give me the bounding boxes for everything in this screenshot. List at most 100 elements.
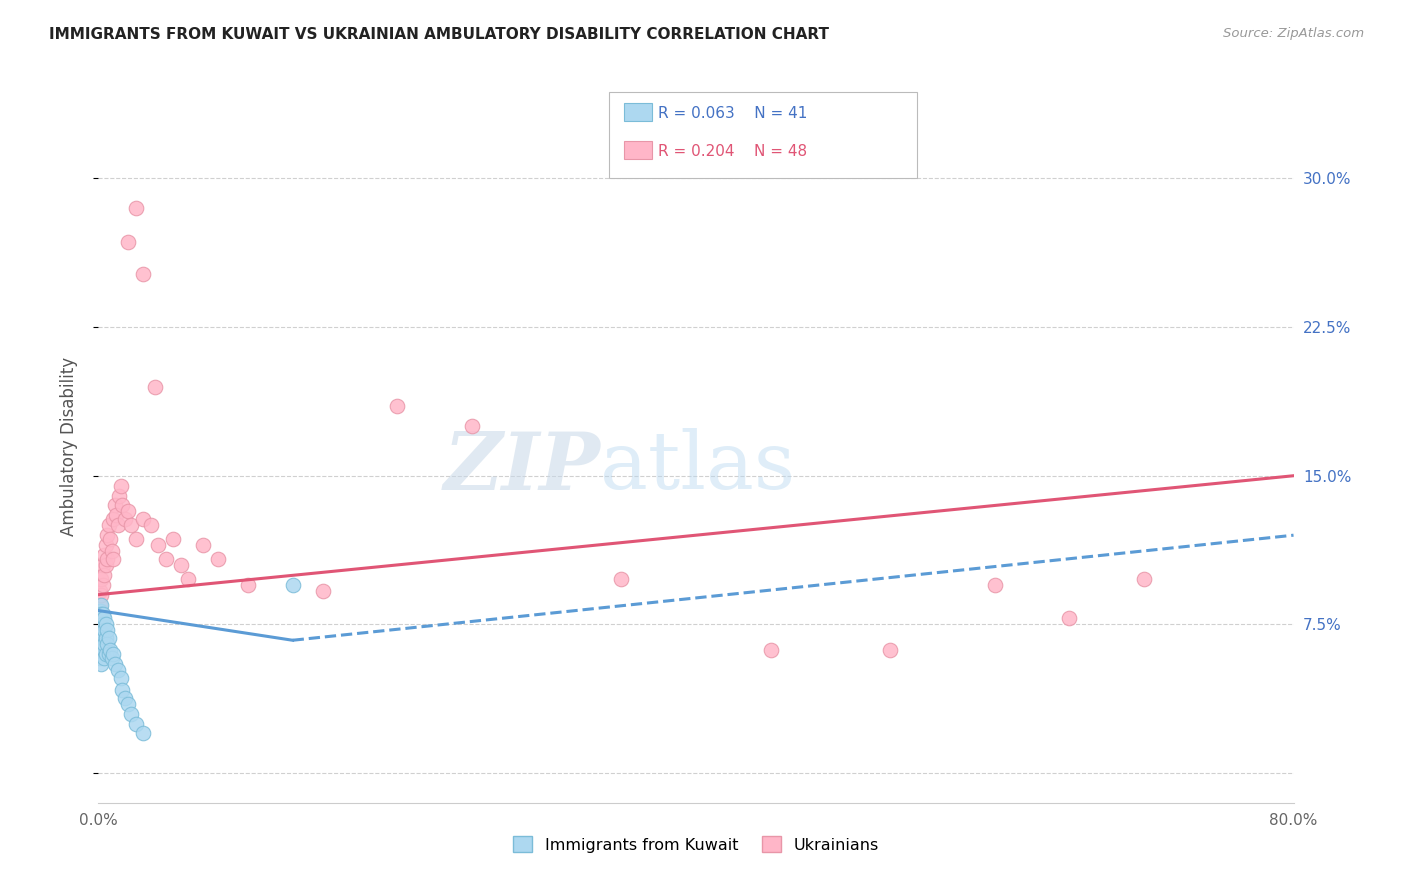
Point bbox=[104, 499, 127, 513]
Point bbox=[110, 478, 132, 492]
Point bbox=[1133, 572, 1156, 586]
Point bbox=[96, 528, 118, 542]
Point bbox=[125, 532, 148, 546]
Point bbox=[90, 588, 112, 602]
Point bbox=[236, 578, 259, 592]
Point bbox=[311, 583, 333, 598]
Point bbox=[461, 419, 484, 434]
Point bbox=[89, 632, 111, 646]
Text: ZIP: ZIP bbox=[443, 429, 600, 506]
Point bbox=[89, 611, 111, 625]
Point bbox=[148, 538, 170, 552]
Point bbox=[104, 657, 127, 671]
Point bbox=[96, 637, 118, 651]
Point bbox=[98, 532, 122, 546]
Point bbox=[90, 627, 112, 641]
Point bbox=[94, 632, 117, 646]
Point bbox=[1059, 611, 1081, 625]
Point bbox=[89, 598, 111, 612]
Point bbox=[207, 552, 229, 566]
Point bbox=[96, 624, 118, 638]
Point bbox=[108, 489, 131, 503]
Point bbox=[90, 657, 112, 671]
Point bbox=[91, 617, 114, 632]
Point bbox=[89, 611, 111, 625]
Point bbox=[191, 538, 214, 552]
Point bbox=[90, 647, 112, 661]
Point bbox=[90, 637, 112, 651]
Point bbox=[97, 632, 120, 646]
Point bbox=[107, 663, 129, 677]
Point bbox=[101, 544, 124, 558]
Point bbox=[114, 690, 136, 705]
Point bbox=[120, 518, 142, 533]
Point bbox=[90, 572, 112, 586]
Point bbox=[114, 512, 136, 526]
Point bbox=[91, 632, 114, 646]
Point bbox=[94, 647, 117, 661]
Point bbox=[91, 578, 114, 592]
Point bbox=[93, 651, 115, 665]
Point bbox=[89, 603, 111, 617]
Point bbox=[110, 671, 132, 685]
Legend: Immigrants from Kuwait, Ukrainians: Immigrants from Kuwait, Ukrainians bbox=[506, 830, 886, 859]
Point bbox=[97, 647, 120, 661]
Point bbox=[155, 552, 177, 566]
Point bbox=[139, 518, 162, 533]
Point bbox=[610, 572, 633, 586]
Point bbox=[117, 504, 139, 518]
Point bbox=[94, 538, 117, 552]
Point bbox=[93, 624, 115, 638]
Point bbox=[91, 558, 114, 572]
Point bbox=[103, 647, 125, 661]
Point bbox=[132, 512, 155, 526]
Point bbox=[94, 558, 117, 572]
Point bbox=[90, 603, 112, 617]
Point bbox=[98, 643, 122, 657]
Point bbox=[132, 726, 155, 740]
Text: atlas: atlas bbox=[600, 428, 796, 507]
Point bbox=[89, 583, 111, 598]
Point bbox=[143, 379, 166, 393]
Point bbox=[89, 624, 111, 638]
Point bbox=[162, 532, 184, 546]
Point bbox=[111, 499, 134, 513]
Point bbox=[97, 518, 120, 533]
Point bbox=[91, 643, 114, 657]
Point bbox=[101, 651, 124, 665]
Point bbox=[385, 400, 409, 414]
Point bbox=[91, 607, 114, 622]
Point bbox=[107, 518, 129, 533]
Y-axis label: Ambulatory Disability: Ambulatory Disability bbox=[59, 357, 77, 535]
Point bbox=[89, 651, 111, 665]
Point bbox=[93, 567, 115, 582]
Point bbox=[984, 578, 1007, 592]
Point bbox=[117, 697, 139, 711]
Point bbox=[90, 607, 112, 622]
Point bbox=[93, 548, 115, 562]
Point bbox=[759, 643, 782, 657]
Point bbox=[93, 637, 115, 651]
Text: R = 0.204    N = 48: R = 0.204 N = 48 bbox=[658, 144, 807, 159]
Point bbox=[89, 643, 111, 657]
Point bbox=[125, 201, 148, 215]
Point bbox=[111, 682, 134, 697]
Point bbox=[125, 716, 148, 731]
Point bbox=[281, 578, 304, 592]
Point bbox=[93, 611, 115, 625]
Point bbox=[169, 558, 191, 572]
Point bbox=[105, 508, 128, 523]
Point bbox=[117, 235, 139, 249]
Point bbox=[177, 572, 200, 586]
Text: Source: ZipAtlas.com: Source: ZipAtlas.com bbox=[1223, 27, 1364, 40]
Point bbox=[120, 706, 142, 721]
Point bbox=[96, 552, 118, 566]
Point bbox=[132, 267, 155, 281]
Text: IMMIGRANTS FROM KUWAIT VS UKRAINIAN AMBULATORY DISABILITY CORRELATION CHART: IMMIGRANTS FROM KUWAIT VS UKRAINIAN AMBU… bbox=[49, 27, 830, 42]
Point bbox=[90, 598, 112, 612]
Point bbox=[103, 512, 125, 526]
Text: R = 0.063    N = 41: R = 0.063 N = 41 bbox=[658, 106, 807, 121]
Point bbox=[879, 643, 901, 657]
Point bbox=[103, 552, 125, 566]
Point bbox=[90, 617, 112, 632]
